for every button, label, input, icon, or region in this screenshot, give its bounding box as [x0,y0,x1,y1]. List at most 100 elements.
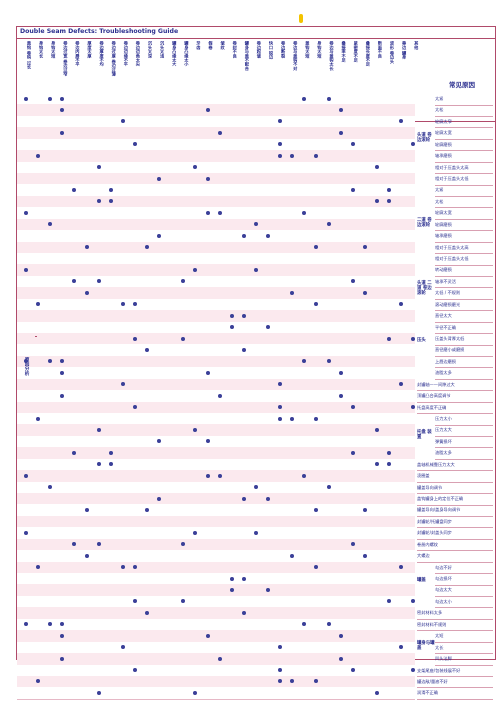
cause-indicator-dot [217,210,222,215]
defect-column-header: 身钩太长 [39,41,45,58]
cause-label: 太紧 [435,184,493,197]
cause-label: 托盘高度不正确 [417,402,493,415]
cause-label: 油脂太多 [435,367,493,380]
cause-indicator-dot [411,142,416,147]
cause-indicator-dot [36,679,41,684]
cause-indicator-dot [72,187,77,192]
cause-label: 轮廓太宽 [435,207,493,220]
cause-label: 上唇边磨损 [435,356,493,369]
cause-label: 太松 [435,104,493,117]
defect-column-header: 卷边过厚 卷边过薄 [111,41,117,76]
cause-indicator-dot [36,153,41,158]
defect-column-header: 卷边起皱 [256,41,262,58]
cause-indicator-dot [253,267,258,272]
cause-indicator-dot [350,279,355,284]
defect-column-header: 卷边与盖钩不对 [293,41,299,71]
cause-indicator-dot [266,587,270,592]
cause-indicator-dot [60,622,65,627]
cause-indicator-dot [326,485,331,490]
cause-indicator-dot [387,199,391,204]
cause-label: 轮廓太窄 [435,116,493,129]
cause-indicator-dot [290,416,295,421]
cause-indicator-dot [60,656,65,661]
cause-indicator-dot [314,245,319,250]
defect-column-header: 假卷 [208,41,214,50]
cause-indicator-dot [132,142,137,147]
cause-indicator-dot [24,359,28,364]
cause-indicator-dot [399,565,404,570]
defect-column-header: 卷边过宽 卷边过窄 [63,41,69,76]
cause-group-label: 压头 [417,338,426,344]
cause-indicator-dot [181,336,186,341]
cause-label: 封罐轮/托罐盘同步 [417,516,493,529]
cause-indicator-dot [278,142,283,147]
defect-column-header: 卷边与盖钩太长 [329,41,335,71]
cause-label: 太低 / 不规则 [435,287,493,300]
cause-indicator-dot [338,633,343,638]
cause-indicator-dot [60,96,65,101]
defect-column-header: 卷边厚度不均 [99,41,105,67]
cause-indicator-dot [132,336,137,341]
cause-indicator-dot [278,679,283,684]
cause-indicator-dot [362,507,367,512]
cause-indicator-dot [326,622,331,627]
cause-group-label: 罐盖 [417,578,426,584]
cause-label: 密封材料太多 [417,607,493,620]
cause-indicator-dot [205,176,210,181]
cause-indicator-dot [302,622,307,627]
cause-label: 直径磨小或磨损 [435,344,493,357]
cause-group-label: 罐身与罐盖 [417,641,435,652]
cause-indicator-dot [314,302,319,307]
cause-indicator-dot [253,485,258,490]
cause-indicator-dot [314,507,319,512]
cause-indicator-dot [374,199,379,204]
cause-label: 顶罐凸台高度调节 [417,390,493,403]
cause-indicator-dot [374,690,379,695]
cause-group-label: 头道 二道 卷边 滚轮 [417,281,432,297]
table-row [17,687,415,700]
cause-indicator-dot [302,96,307,101]
cause-label: 罐盖导向调节 [417,482,493,495]
cause-label: 压力太小 [435,413,493,426]
cause-indicator-dot [84,553,89,558]
cause-indicator-dot [217,656,222,661]
defect-column-header: 盖钩 卷钩 过长 [27,41,32,70]
cause-indicator-dot [72,450,77,455]
defect-column-header: 卷封不良 [232,41,238,58]
cause-indicator-dot [24,622,28,627]
cause-indicator-dot [229,576,234,581]
cause-indicator-dot [84,507,89,512]
cause-label: 大螺边 [417,550,493,563]
cause-indicator-dot [229,325,234,330]
cause-label: 轴承不灵活 [435,276,493,289]
cause-indicator-dot [314,565,319,570]
cause-indicator-dot [338,130,343,135]
cause-indicator-dot [229,313,234,318]
cause-indicator-dot [350,405,355,410]
cause-indicator-dot [399,382,404,387]
cause-indicator-dot [411,599,416,604]
cause-indicator-dot [266,496,270,501]
troubleshooting-table: Double Seam Defects: Troubleshooting Gui… [16,26,496,700]
cause-label: 勾边不好 [435,562,493,575]
defect-column-header: 卷边断裂 [281,41,287,58]
defect-column-header: 牙齿 [196,41,202,50]
cause-label: 轮廓磨损 [435,219,493,232]
cause-indicator-dot [326,359,331,364]
cause-indicator-dot [362,290,367,295]
cause-label: 勾边太大 [435,584,493,597]
defect-column-header: 叠接率不足 [341,41,347,62]
cause-indicator-dot [338,370,343,375]
cause-label: 太紧 [435,93,493,106]
cause-indicator-dot [48,96,53,101]
cause-indicator-dot [387,336,391,341]
cause-indicator-dot [193,530,198,535]
cause-indicator-dot [36,302,41,307]
cause-indicator-dot [145,507,149,512]
cause-label: 平径不正确 [435,322,493,335]
cause-indicator-dot [60,393,65,398]
cause-indicator-dot [399,119,404,124]
cause-indicator-dot [387,599,391,604]
cause-indicator-dot [96,279,101,284]
cause-indicator-dot [302,473,307,478]
